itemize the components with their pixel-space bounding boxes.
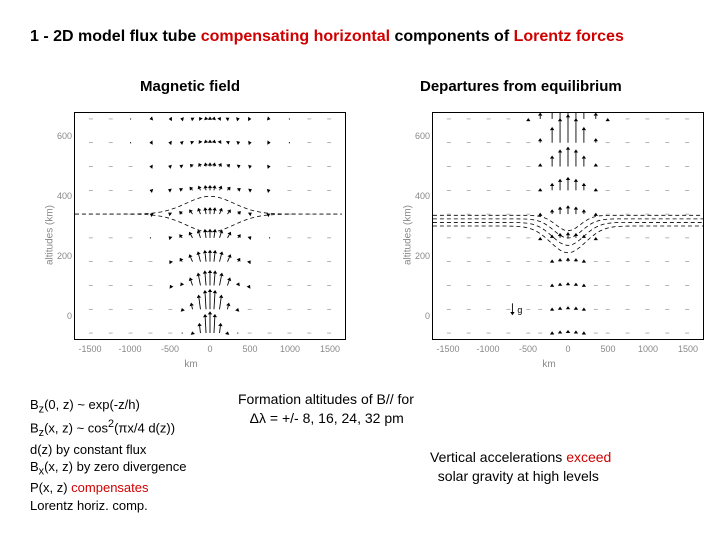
right-panel: altitudes (km) km g 0200400600-1500-1000… <box>384 104 714 366</box>
ytick: 400 <box>50 191 72 201</box>
equations-block: Bz(0, z) ~ exp(-z/h) Bz(x, z) ~ cos2(πx/… <box>30 396 186 515</box>
ytick: 0 <box>50 311 72 321</box>
accel-line-1: Vertical accelerations exceed <box>430 448 611 467</box>
right-plot-area: g <box>432 112 704 340</box>
title-mid: components of <box>394 28 513 45</box>
formation-line-2: Δλ = +/- 8, 16, 24, 32 pm <box>238 409 414 428</box>
title-red2: Lorentz forces <box>514 28 624 45</box>
page-title: 1 - 2D model flux tube compensating hori… <box>30 28 700 46</box>
ytick: 600 <box>50 131 72 141</box>
ytick: 600 <box>408 131 430 141</box>
ytick: 0 <box>408 311 430 321</box>
eq-line-5: P(x, z) compensates <box>30 479 186 497</box>
ytick: 200 <box>408 251 430 261</box>
accel-line-2: solar gravity at high levels <box>430 467 611 486</box>
eq-line-6: Lorentz horiz. comp. <box>30 497 186 515</box>
xtick: -1000 <box>118 344 141 354</box>
ytick: 200 <box>50 251 72 261</box>
left-plot-area <box>74 112 346 340</box>
right-xlabel: km <box>542 359 555 370</box>
svg-text:g: g <box>517 305 522 315</box>
xtick: 500 <box>242 344 257 354</box>
left-xlabel: km <box>184 359 197 370</box>
formation-line-1: Formation altitudes of B// for <box>238 390 414 409</box>
xtick: -500 <box>161 344 179 354</box>
eq-line-3: d(z) by constant flux <box>30 441 186 459</box>
xtick: 0 <box>565 344 570 354</box>
left-vector-field <box>75 113 345 339</box>
formation-text: Formation altitudes of B// for Δλ = +/- … <box>238 390 414 428</box>
xtick: 0 <box>207 344 212 354</box>
left-panel: altitudes (km) km 0200400600-1500-1000-5… <box>26 104 356 366</box>
xtick: -500 <box>519 344 537 354</box>
xtick: -1500 <box>78 344 101 354</box>
title-red1: compensating horizontal <box>201 28 395 45</box>
xtick: 500 <box>600 344 615 354</box>
right-panel-title: Departures from equilibrium <box>420 78 622 95</box>
right-vector-field: g <box>433 113 703 339</box>
title-prefix: 1 - 2D model flux tube <box>30 28 201 45</box>
ytick: 400 <box>408 191 430 201</box>
xtick: -1500 <box>436 344 459 354</box>
acceleration-text: Vertical accelerations exceed solar grav… <box>430 448 611 486</box>
xtick: -1000 <box>476 344 499 354</box>
left-panel-title: Magnetic field <box>140 78 240 95</box>
eq-line-4: Bx(x, z) by zero divergence <box>30 458 186 479</box>
xtick: 1500 <box>678 344 698 354</box>
eq-line-2: Bz(x, z) ~ cos2(πx/4 d(z)) <box>30 417 186 441</box>
xtick: 1500 <box>320 344 340 354</box>
eq-line-1: Bz(0, z) ~ exp(-z/h) <box>30 396 186 417</box>
xtick: 1000 <box>280 344 300 354</box>
xtick: 1000 <box>638 344 658 354</box>
